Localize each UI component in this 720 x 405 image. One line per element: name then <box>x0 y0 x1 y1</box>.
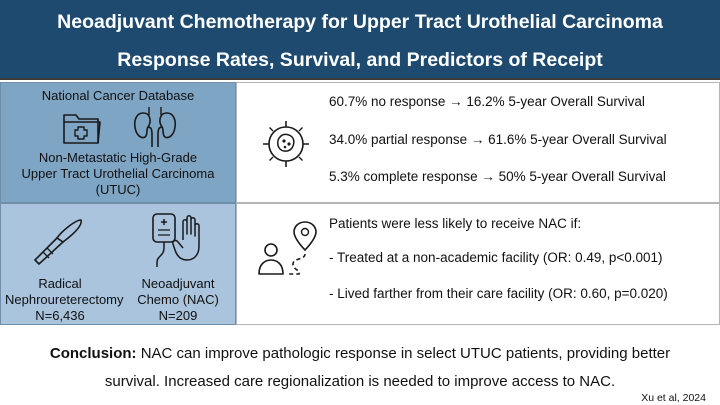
population-line-3: (UTUC) <box>95 182 141 197</box>
tumor-target-icon <box>263 121 309 167</box>
predictors-box: Patients were less likely to receive NAC… <box>236 203 720 325</box>
scalpel-icon <box>34 219 82 265</box>
conclusion-line-2: survival. Increased care regionalization… <box>104 373 616 390</box>
title-banner: Neoadjuvant Chemotherapy for Upper Tract… <box>0 0 720 80</box>
cohort-panel: National Cancer Database Non-Metastatic … <box>0 82 236 203</box>
title-line-1: Neoadjuvant Chemotherapy for Upper Tract… <box>57 11 663 33</box>
surgery-count: N=6,436 <box>35 308 85 323</box>
chemo-count: N=209 <box>158 308 198 323</box>
conclusion-section: Conclusion: NAC can improve pathologic r… <box>0 325 720 405</box>
response-partial: 34.0% partial response → 61.6% 5-year Ov… <box>329 132 667 147</box>
population-line-1: Non-Metastatic High-Grade <box>38 150 198 165</box>
conclusion-text-1: NAC can improve pathologic response in s… <box>136 345 671 362</box>
chemo-label-line-1: Neoadjuvant <box>141 276 215 291</box>
surgery-label-line-1: Radical <box>38 276 82 291</box>
population-line-2: Upper Tract Urothelial Carcinoma <box>21 166 215 181</box>
conclusion-label: Conclusion: <box>49 345 137 362</box>
response-none: 60.7% no response → 16.2% 5-year Overall… <box>329 94 645 109</box>
title-line-2: Response Rates, Survival, and Predictors… <box>117 49 603 71</box>
person-location-icon <box>258 221 317 275</box>
iv-bag-hand-icon <box>152 213 200 267</box>
predictor-facility: - Treated at a non-academic facility (OR… <box>329 250 663 265</box>
treatment-panel: Radical Nephroureterectomy N=6,436 Neoad… <box>0 203 236 325</box>
citation: Xu et al, 2024 <box>641 392 706 404</box>
response-complete: 5.3% complete response → 50% 5-year Over… <box>329 169 666 184</box>
database-label: National Cancer Database <box>41 88 195 103</box>
surgery-label-line-2: Nephroureterectomy <box>5 292 124 307</box>
response-box: 60.7% no response → 16.2% 5-year Overall… <box>236 82 720 203</box>
kidneys-icon <box>133 107 177 147</box>
predictor-distance: - Lived farther from their care facility… <box>329 286 668 301</box>
chemo-label-line-2: Chemo (NAC) <box>137 292 219 307</box>
conclusion-line-1: Conclusion: NAC can improve pathologic r… <box>0 345 720 362</box>
predictors-intro: Patients were less likely to receive NAC… <box>329 216 582 231</box>
folder-medical-icon <box>63 114 101 144</box>
